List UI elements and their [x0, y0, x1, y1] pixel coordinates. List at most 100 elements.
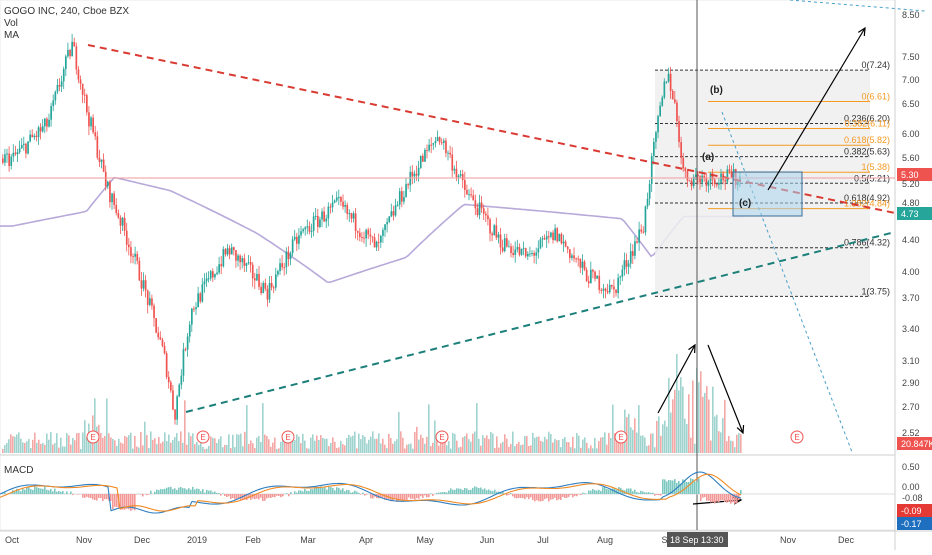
macd-histogram-bar [170, 487, 172, 494]
candle-body [319, 219, 321, 227]
macd-histogram-bar [400, 494, 402, 500]
volume-bar [602, 437, 604, 453]
volume-bar [690, 438, 692, 453]
volume-bar [462, 437, 464, 453]
candle-body [603, 289, 605, 291]
macd-histogram-bar [710, 494, 712, 503]
volume-bar [708, 399, 710, 453]
volume-bar [698, 382, 700, 453]
candle-body [708, 181, 710, 185]
volume-bar [316, 435, 318, 453]
volume-bar [514, 446, 516, 453]
macd-histogram-bar [566, 494, 568, 498]
candle-body [275, 274, 277, 287]
volume-bar [560, 447, 562, 453]
price-axis-label: 2.52 [902, 428, 920, 438]
volume-bar [82, 432, 84, 453]
volume-bar [408, 444, 410, 453]
candle-body [208, 278, 210, 279]
macd-histogram-bar [96, 494, 98, 500]
vol-legend[interactable]: Vol [4, 18, 129, 30]
symbol-title: GOGO INC, 240, Cboe BZX [4, 6, 129, 18]
volume-bar [452, 433, 454, 453]
candle-body [166, 353, 168, 377]
volume-bar [128, 435, 130, 453]
macd-histogram-bar [324, 487, 326, 494]
volume-bar [588, 448, 590, 453]
macd-histogram-bar [704, 494, 706, 497]
volume-bar [184, 400, 186, 453]
volume-bar [80, 449, 82, 453]
candle-body [359, 233, 361, 237]
volume-bar [642, 435, 644, 453]
macd-histogram-bar [646, 492, 648, 494]
macd-legend[interactable]: MACD [4, 465, 33, 476]
candle-body [451, 154, 453, 170]
volume-bar [478, 439, 480, 453]
candle-body [128, 245, 130, 247]
volume-bar [398, 412, 400, 453]
volume-bar [208, 446, 210, 453]
volume-bar [340, 441, 342, 453]
macd-histogram-bar [708, 494, 710, 501]
price-axis-label: 3.10 [902, 356, 920, 366]
candle-body [361, 237, 363, 238]
candle-body [244, 258, 246, 266]
candle-body [386, 222, 388, 224]
volume-bar [420, 435, 422, 453]
macd-histogram-bar [366, 494, 368, 495]
macd-histogram-bar [456, 488, 458, 494]
volume-bar [210, 436, 212, 453]
candle-body [193, 309, 195, 310]
macd-histogram-bar [702, 494, 704, 498]
macd-histogram-bar [60, 492, 62, 494]
candle-body [670, 74, 672, 91]
candle-body [481, 203, 483, 209]
candle-body [435, 141, 437, 143]
volume-bar [52, 444, 54, 453]
candle-body [496, 225, 498, 237]
candle-body [164, 346, 166, 353]
macd-histogram-bar [464, 488, 466, 494]
volume-bar [12, 436, 14, 453]
volume-bar [64, 447, 66, 453]
candle-body [212, 271, 214, 277]
volume-bar [114, 440, 116, 453]
candle-body [105, 172, 107, 186]
candle-body [527, 254, 529, 256]
candle-body [277, 271, 279, 274]
macd-histogram-bar [356, 492, 358, 494]
candle-body [97, 136, 99, 157]
ma-legend[interactable]: MA [4, 30, 129, 42]
macd-histogram-bar [658, 494, 660, 495]
candle-body [367, 230, 369, 235]
volume-bar [632, 430, 634, 453]
volume-bar [508, 447, 510, 453]
candle-body [336, 197, 338, 200]
symbol-legend[interactable]: GOGO INC, 240, Cboe BZX Vol MA [4, 6, 129, 42]
candle-body [556, 228, 558, 241]
volume-bar [520, 445, 522, 453]
volume-bar [516, 444, 518, 453]
volume-bar [322, 438, 324, 453]
candle-body [554, 228, 556, 240]
time-axis-label: Dec [838, 535, 855, 545]
candle-body [588, 281, 590, 283]
candle-body [290, 253, 292, 259]
candle-body [607, 291, 609, 292]
candle-body [619, 277, 621, 278]
volume-bar [102, 438, 104, 453]
macd-histogram-bar [452, 490, 454, 494]
volume-bar [8, 439, 10, 453]
volume-bar [406, 445, 408, 453]
volume-bar [36, 443, 38, 453]
time-axis-label: Feb [245, 535, 261, 545]
candle-body [441, 142, 443, 143]
macd-histogram-bar [72, 494, 74, 495]
macd-histogram-bar [280, 494, 282, 497]
volume-bar [174, 437, 176, 453]
volume-bar [16, 434, 18, 453]
volume-bar [430, 446, 432, 453]
